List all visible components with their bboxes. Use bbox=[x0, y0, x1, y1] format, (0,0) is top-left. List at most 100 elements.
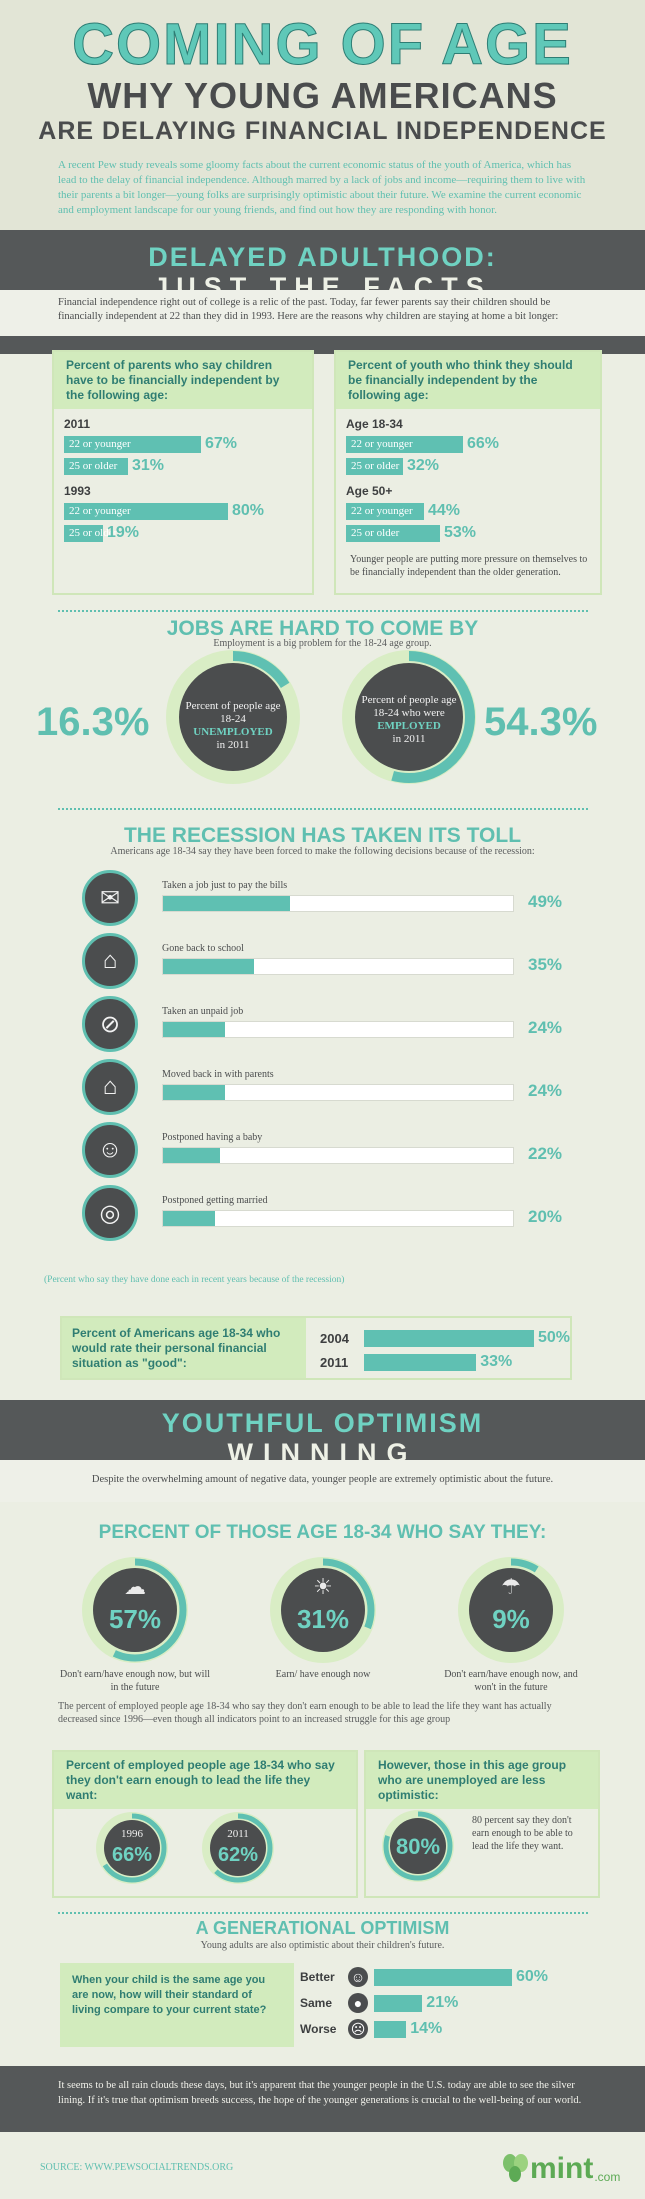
employed-ring bbox=[96, 1812, 168, 1884]
youth-bar-row: 22 or younger 66% bbox=[346, 434, 600, 454]
recession-title: THE RECESSION HAS TAKEN ITS TOLL bbox=[123, 824, 522, 847]
say-caption: Earn/ have enough now bbox=[275, 1669, 371, 1680]
employed-value: 54.3% bbox=[484, 700, 598, 744]
delayed-body: Financial independence right out of coll… bbox=[58, 297, 559, 322]
youth-bar-pct: 44% bbox=[428, 502, 461, 519]
unemployed-text: Percent of people age 18-24 UNEMPLOYED i… bbox=[182, 700, 284, 752]
recession-bar bbox=[163, 896, 291, 911]
cloud-sun-icon: ☁ bbox=[124, 1574, 146, 1599]
youth-bar: 22 or younger bbox=[346, 502, 424, 520]
generational-row: Worse ☹ 14% bbox=[300, 2019, 548, 2039]
recession-item-label: Moved back in with parents bbox=[162, 1069, 274, 1080]
youth-box: Percent of youth who think they should b… bbox=[334, 350, 602, 595]
recession-bar-track bbox=[162, 1021, 514, 1038]
unemployed-ring bbox=[166, 650, 300, 784]
generational-label: Better bbox=[300, 1970, 335, 1984]
header: COMING OF AGE WHY YOUNG AMERICANS ARE DE… bbox=[0, 0, 645, 230]
unemployed-value: 16.3% bbox=[36, 700, 150, 744]
say-caption: Don't earn/have enough now, and won't in… bbox=[444, 1669, 578, 1693]
recession-item-pct: 24% bbox=[528, 1081, 563, 1100]
optimism-body-strip: Despite the overwhelming amount of negat… bbox=[0, 1460, 645, 1502]
footer-band: It seems to be all rain clouds these day… bbox=[0, 2066, 645, 2132]
baby-icon: ☺ bbox=[82, 1122, 138, 1178]
employed-pct: 62% bbox=[217, 1844, 259, 1866]
generational-rows: Better ☺ 60% Same ● 21% Worse ☹ 14% bbox=[300, 1963, 548, 2045]
good-bar bbox=[364, 1353, 477, 1371]
say-pct: 9% bbox=[492, 1604, 530, 1634]
employed-ring bbox=[202, 1812, 274, 1884]
recession-bar-track bbox=[162, 1147, 514, 1164]
generational-pct: 60% bbox=[516, 1968, 549, 1985]
employed-pct: 66% bbox=[111, 1844, 153, 1866]
generational-question: When your child is the same age you are … bbox=[60, 1963, 294, 2047]
say-ring bbox=[458, 1557, 564, 1663]
delayed-body-strip: Financial independence right out of coll… bbox=[0, 290, 645, 336]
parents-bar: 22 or younger bbox=[64, 435, 201, 453]
employed-box: Percent of employed people age 18-34 who… bbox=[52, 1750, 358, 1898]
unemployed-optimism-ring bbox=[382, 1810, 454, 1882]
jobs-subtitle: Employment is a big problem for the 18-2… bbox=[213, 638, 432, 649]
unemployed-text-c: in 2011 bbox=[216, 739, 250, 751]
recession-bar-track bbox=[162, 958, 514, 975]
recession-bar-track bbox=[162, 895, 514, 912]
rings-icon: ◎ bbox=[82, 1185, 138, 1241]
recession-item-pct: 20% bbox=[528, 1207, 563, 1226]
recession-item-label: Taken an unpaid job bbox=[162, 1006, 244, 1017]
no-money-icon: ⊘ bbox=[82, 996, 138, 1052]
recession-item-label: Postponed having a baby bbox=[162, 1132, 263, 1143]
good-box: Percent of Americans age 18-34 who would… bbox=[60, 1316, 572, 1380]
mint-brand-suffix: .com bbox=[594, 2170, 621, 2184]
employed-ring bbox=[342, 650, 476, 784]
optimism-body: Despite the overwhelming amount of negat… bbox=[91, 1474, 554, 1485]
generational-row: Better ☺ 60% bbox=[300, 1967, 548, 1987]
unemployed-note: 80 percent say they don't earn enough to… bbox=[472, 1815, 573, 1852]
recession-bar bbox=[163, 1022, 226, 1037]
say-ring bbox=[82, 1557, 188, 1663]
recession-bar bbox=[163, 959, 254, 974]
employed-year: 2011 bbox=[227, 1828, 249, 1840]
recession-item-pct: 49% bbox=[528, 892, 563, 911]
intro-paragraph: A recent Pew study reveals some gloomy f… bbox=[58, 159, 586, 216]
employed-year: 1996 bbox=[121, 1828, 143, 1840]
youth-bar-row: 25 or older 32% bbox=[346, 456, 600, 476]
parents-bar-row: 25 or older 31% bbox=[64, 456, 312, 476]
parents-groups: 2011 22 or younger 67% 25 or older 31% 1993 22… bbox=[54, 417, 312, 543]
youth-groups: Age 18-34 22 or younger 66% 25 or older 32% A… bbox=[336, 417, 600, 543]
employed-text-a: Percent of people age 18-24 who were bbox=[361, 694, 457, 719]
parents-bar-row: 22 or younger 80% bbox=[64, 501, 312, 521]
divider bbox=[58, 1912, 588, 1914]
recession-subtitle: Americans age 18-34 say they have been f… bbox=[110, 846, 535, 857]
recession-item-label: Taken a job just to pay the bills bbox=[162, 880, 288, 891]
unemployed-label: UNEMPLOYED bbox=[193, 726, 273, 738]
parents-bar-row: 22 or younger 67% bbox=[64, 434, 312, 454]
unemployed-heading: However, those in this age group who are… bbox=[366, 1752, 598, 1809]
say-ring bbox=[270, 1557, 376, 1663]
youth-bar: 22 or younger bbox=[346, 435, 463, 453]
youth-bar-row: 22 or younger 44% bbox=[346, 501, 600, 521]
bills-icon: ✉ bbox=[82, 870, 138, 926]
recession-bar bbox=[163, 1211, 215, 1226]
recession-bar-track bbox=[162, 1210, 514, 1227]
parents-bar-pct: 31% bbox=[132, 457, 165, 474]
jobs-title: JOBS ARE HARD TO COME BY bbox=[166, 617, 479, 640]
mint-logo: mint .com bbox=[500, 2150, 620, 2184]
source-text: SOURCE: WWW.PEWSOCIALTRENDS.ORG bbox=[40, 2162, 234, 2173]
footer-text: It seems to be all rain clouds these day… bbox=[58, 2080, 582, 2106]
house-icon: ⌂ bbox=[82, 1059, 138, 1115]
leaf-icon bbox=[503, 2154, 528, 2182]
good-bar bbox=[364, 1329, 534, 1347]
employed-text: Percent of people age 18-24 who were EMP… bbox=[358, 694, 460, 746]
youth-bar: 25 or older bbox=[346, 457, 403, 475]
youth-bar: 25 or older bbox=[346, 524, 440, 542]
recession-bar bbox=[163, 1148, 221, 1163]
good-year: 2011 bbox=[320, 1354, 349, 1370]
say-pct: 31% bbox=[296, 1604, 350, 1634]
generational-pct: 14% bbox=[410, 2020, 443, 2037]
good-rows: 2004 50% 2011 33% bbox=[320, 1324, 570, 1376]
good-heading: Percent of Americans age 18-34 who would… bbox=[62, 1318, 306, 1378]
say-caption: Don't earn/have enough now, but will in … bbox=[60, 1669, 211, 1693]
good-year: 2004 bbox=[320, 1330, 349, 1346]
good-pct: 50% bbox=[538, 1329, 571, 1346]
parents-bar: 22 or younger bbox=[64, 502, 228, 520]
